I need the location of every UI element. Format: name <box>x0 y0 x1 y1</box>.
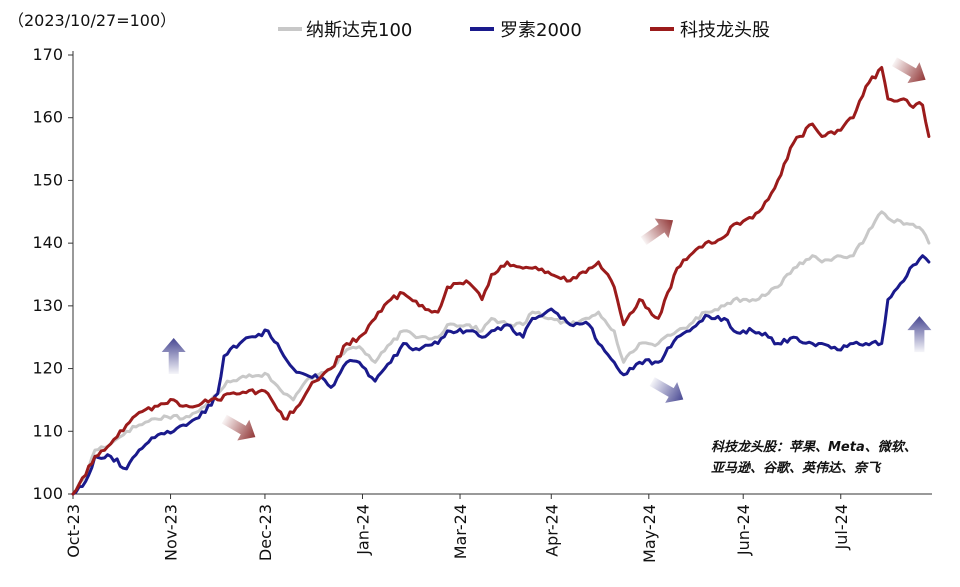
x-axis: Oct-23 Nov-23 Dec-23 Jan-24 Mar-24 Apr-24 May-… <box>64 493 932 563</box>
trend-arrow-icon <box>161 338 186 374</box>
y-tick-label: 100 <box>32 484 63 503</box>
annotation-line-2: 亚马逊、谷歌、英伟达、奈飞 <box>711 460 882 476</box>
trend-arrow-icon <box>891 57 926 84</box>
trend-arrow-icon <box>649 377 684 403</box>
y-tick-label: 140 <box>32 233 63 252</box>
x-tick-label: Oct-23 <box>64 504 83 558</box>
x-tick-label: Jun-24 <box>734 504 753 556</box>
y-tick-label: 110 <box>32 421 63 440</box>
y-tick-label: 120 <box>32 359 63 378</box>
trend-arrows <box>161 57 932 441</box>
legend-label-russell: 罗素2000 <box>500 20 582 41</box>
x-tick-label: Mar-24 <box>451 504 470 559</box>
y-tick-label: 170 <box>32 45 63 64</box>
legend-label-nasdaq: 纳斯达克100 <box>306 20 412 41</box>
x-tick-label: Apr-24 <box>542 504 561 557</box>
series-layer <box>71 66 931 496</box>
annotation-line-1: 科技龙头股：苹果、Meta、微软、 <box>711 439 917 455</box>
trend-arrow-icon <box>221 414 256 441</box>
legend: 纳斯达克100 罗素2000 科技龙头股 <box>278 20 770 41</box>
x-tick-label: Dec-23 <box>256 504 275 561</box>
annotation-note: 科技龙头股：苹果、Meta、微软、 亚马逊、谷歌、英伟达、奈飞 <box>711 439 917 476</box>
x-tick-label: Jul-24 <box>832 504 851 550</box>
series-line <box>71 66 931 496</box>
x-tick-label: Nov-23 <box>162 504 181 561</box>
trend-arrow-icon <box>907 316 932 353</box>
trend-arrow-icon <box>640 218 674 246</box>
x-tick-label: May-24 <box>640 504 659 563</box>
unit-label: （2023/10/27=100） <box>8 11 176 30</box>
y-axis: 100 110 120 130 140 150 160 170 <box>32 45 74 503</box>
y-tick-label: 150 <box>32 170 63 189</box>
y-tick-label: 130 <box>32 296 63 315</box>
series-line <box>71 254 931 496</box>
y-tick-label: 160 <box>32 108 63 127</box>
x-tick-label: Jan-24 <box>353 504 372 556</box>
legend-label-tech: 科技龙头股 <box>680 20 770 41</box>
